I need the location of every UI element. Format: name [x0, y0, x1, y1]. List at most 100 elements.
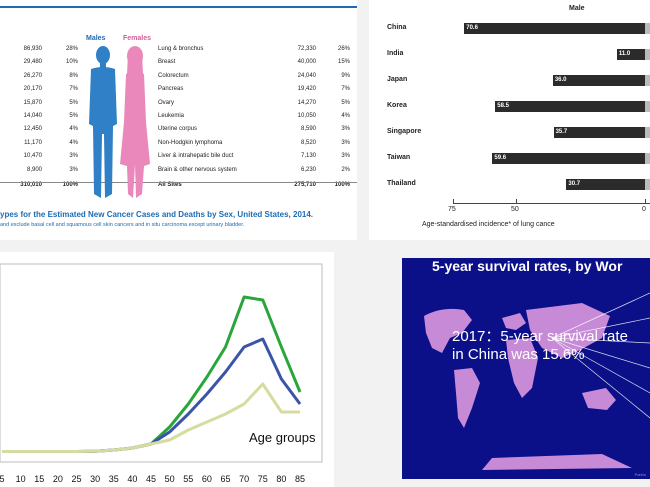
x-tick-label: 25 [71, 474, 82, 484]
total-rule [0, 182, 357, 183]
male-count-column: 86,930 29,480 26,270 20,170 15,870 14,040 12,4… [0, 43, 42, 192]
x-tick-label: 75 [257, 474, 268, 484]
x-tick-label: 80 [276, 474, 287, 484]
plot-frame [0, 263, 323, 463]
slide-title: 5-year survival rates, by Wor [432, 258, 623, 274]
map-continents [424, 303, 632, 470]
female-percent-cell: 2% [341, 166, 350, 173]
female-site-cell: Colorectum [158, 72, 189, 79]
x-tick-label: 35 [108, 474, 119, 484]
female-site-cell: Leukemia [158, 113, 185, 120]
females-header: Females [123, 35, 152, 42]
bar [492, 153, 645, 164]
male-count-cell: 86,930 [23, 46, 42, 52]
x-axis-tick [453, 199, 454, 204]
survival-note: 2017：5-year survival rate in China was 1… [452, 328, 628, 363]
male-count-cell: 12,450 [23, 126, 42, 133]
female-count-cell: 14,270 [297, 99, 316, 106]
female-percent-cell: 3% [341, 153, 350, 160]
female-count-column: 72,330 40,000 24,040 19,420 14,270 10,050 8,59… [278, 43, 316, 192]
female-silhouette [120, 46, 150, 198]
female-count-cell: 10,050 [297, 113, 316, 120]
female-count-cell: 8,520 [300, 139, 316, 146]
x-axis-tick [645, 199, 646, 204]
x-tick-label: 55 [183, 474, 194, 484]
value-label: 59.6 [494, 155, 507, 161]
x-tick-label: 20 [52, 474, 63, 484]
antarctica [482, 454, 632, 470]
female-site-cell: Ovary [158, 99, 175, 106]
lung-incidence-chart: Male 75 50 0 Age-standardised incidence*… [369, 0, 650, 240]
x-tick-0: 0 [642, 206, 646, 213]
female-count-cell: 72,330 [297, 46, 316, 52]
value-label: 58.5 [497, 103, 509, 109]
female-count-cell: 275,710 [294, 182, 316, 189]
bar-stub [645, 75, 650, 86]
female-count-cell: 19,420 [297, 86, 316, 93]
bar-stub [645, 127, 650, 138]
series-line-khaki [2, 382, 300, 453]
category-label: Taiwan [387, 154, 411, 161]
male-count-cell: 8,900 [26, 166, 42, 173]
female-count-cell: 40,000 [297, 59, 316, 66]
age-incidence-chart: Age groups 5 10 15 20 25 30 35 40 45 50 55 60 65 70 75… [0, 252, 334, 487]
series-line-green [2, 295, 302, 453]
x-tick-label: 5 [0, 474, 5, 484]
bar-stub [645, 101, 650, 112]
female-site-cell: Liver & intrahepatic bile duct [158, 153, 234, 160]
female-count-cell: 6,230 [300, 166, 316, 173]
female-site-cell: All Sites [158, 182, 182, 189]
female-count-cell: 7,130 [300, 153, 316, 160]
value-label: 35.7 [555, 129, 568, 135]
male-percent-cell: 4% [69, 126, 78, 133]
x-tick-50: 50 [511, 206, 519, 213]
female-percent-cell: 26% [337, 46, 350, 52]
bar-stub [645, 179, 650, 190]
x-tick-75: 75 [448, 206, 456, 213]
male-percent-cell: 8% [69, 72, 78, 79]
female-percent-column: 26% 15% 9% 7% 5% 4% 3% 3% 3% 2% 100% [324, 43, 350, 192]
bar [464, 23, 645, 34]
male-count-cell: 29,480 [23, 59, 42, 66]
female-site-cell: Breast [158, 59, 176, 66]
female-site-cell: Non-Hodgkin lymphoma [158, 139, 223, 146]
x-tick-label: 85 [294, 474, 305, 484]
table-caption-note: and exclude basal cell and squamous cell… [0, 222, 245, 228]
x-tick-label: 70 [239, 474, 250, 484]
male-percent-cell: 5% [69, 99, 78, 106]
male-count-cell: 14,040 [23, 113, 42, 120]
bar-stub [645, 23, 650, 34]
chart-title: Male [569, 5, 585, 12]
bar [566, 179, 645, 190]
female-count-cell: 8,590 [300, 126, 316, 133]
female-percent-cell: 4% [341, 113, 350, 120]
value-label: 36.0 [554, 77, 567, 83]
category-label: China [387, 24, 407, 31]
australia [582, 388, 616, 410]
x-axis-label: Age-standardised incidence* of lung canc… [422, 221, 555, 228]
value-label: 30.7 [568, 181, 581, 187]
x-tick-label: 50 [164, 474, 175, 484]
category-label: Singapore [387, 128, 422, 135]
x-axis-tick [516, 199, 517, 204]
category-label: Korea [387, 102, 407, 109]
africa [506, 338, 538, 398]
male-percent-cell: 7% [69, 86, 78, 93]
male-female-silhouettes [89, 46, 150, 198]
female-percent-cell: 100% [334, 182, 350, 189]
male-percent-cell: 10% [65, 59, 78, 66]
bar-stub [645, 49, 650, 60]
europe [502, 313, 526, 330]
category-label: Thailand [387, 180, 416, 187]
female-site-cell: Uterine corpus [158, 126, 198, 133]
survival-map-slide: 5-year survival rates, by Wor 2017：5-yea… [402, 258, 650, 479]
female-percent-cell: 7% [341, 86, 350, 93]
value-label: 11.0 [618, 51, 631, 57]
x-tick-label: 60 [201, 474, 212, 484]
x-tick-label: 30 [90, 474, 101, 484]
category-label: India [387, 50, 404, 57]
male-percent-cell: 3% [69, 166, 78, 173]
males-header: Males [86, 35, 106, 42]
bar-stub [645, 153, 650, 164]
table-caption: ypes for the Estimated New Cancer Cases … [0, 210, 314, 219]
